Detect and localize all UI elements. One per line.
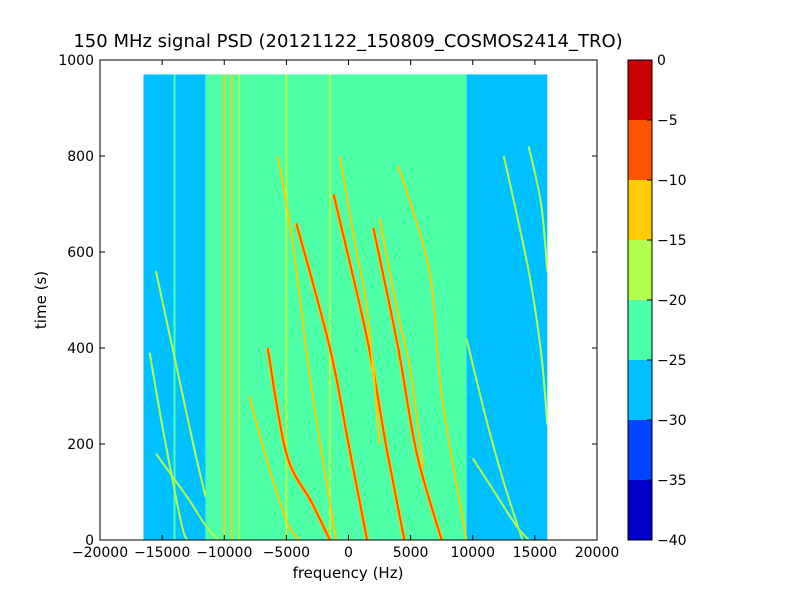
doppler-track (471, 457, 530, 541)
doppler-track (465, 338, 524, 541)
x-tick-label: −5000 (263, 545, 310, 561)
x-tick-label: 15000 (513, 545, 558, 561)
colorbar-tick-label: −20 (657, 293, 687, 309)
heatmap-region (205, 74, 467, 541)
y-tick-label: 200 (67, 437, 94, 453)
doppler-track (502, 155, 548, 425)
y-tick-label: 600 (67, 245, 94, 261)
doppler-track (276, 155, 338, 541)
colorbar-band (628, 420, 652, 480)
colorbar-tick-label: −25 (657, 353, 687, 369)
heatmap-region (466, 74, 548, 541)
x-tick-label: −20000 (72, 545, 128, 561)
doppler-track (266, 347, 331, 541)
colorbar-tick-label: −10 (657, 173, 687, 189)
signal-features (148, 74, 548, 541)
y-tick-label: 0 (85, 533, 94, 549)
colorbar-band (628, 300, 652, 360)
doppler-track (295, 222, 369, 541)
x-tick-label: 20000 (575, 545, 620, 561)
colorbar-tick-label: −5 (657, 113, 678, 129)
colorbar-band (628, 480, 652, 540)
colorbar-band (628, 120, 652, 180)
doppler-track (248, 395, 300, 541)
colorbar-band (628, 240, 652, 300)
colorbar-tick-label: −40 (657, 533, 687, 549)
doppler-track (527, 146, 548, 272)
x-axis-label: frequency (Hz) (293, 564, 404, 582)
doppler-track (372, 227, 443, 541)
chart-title: 150 MHz signal PSD (20121122_150809_COSM… (73, 31, 622, 52)
x-tick-label: −10000 (196, 545, 252, 561)
colorbar-band (628, 60, 652, 120)
colorbar-tick-label: −30 (657, 413, 687, 429)
colorbar-tick-label: −35 (657, 473, 687, 489)
y-tick-label: 1000 (58, 53, 94, 69)
doppler-track (148, 352, 188, 541)
colorbar: 0 −5 −10 −15 −20 −25 −30 −35 −40 (627, 53, 687, 549)
colorbar-tick-label: 0 (657, 53, 666, 69)
x-tick-label: 10000 (450, 545, 495, 561)
colorbar-band (628, 180, 652, 240)
x-tick-label: 0 (344, 545, 353, 561)
x-tick-label: −15000 (134, 545, 190, 561)
y-tick-label: 800 (67, 149, 94, 165)
y-axis-label: time (s) (32, 271, 50, 329)
y-tick-label: 400 (67, 341, 94, 357)
doppler-track (397, 165, 468, 541)
doppler-track (154, 270, 207, 498)
colorbar-band (628, 360, 652, 420)
plot-area: −20000 −15000 −10000 −5000 0 5000 10000 15000 20… (58, 53, 619, 561)
x-tick-label: 5000 (393, 545, 429, 561)
doppler-track (378, 218, 425, 469)
colorbar-tick-label: −15 (657, 233, 687, 249)
doppler-track (338, 155, 381, 445)
